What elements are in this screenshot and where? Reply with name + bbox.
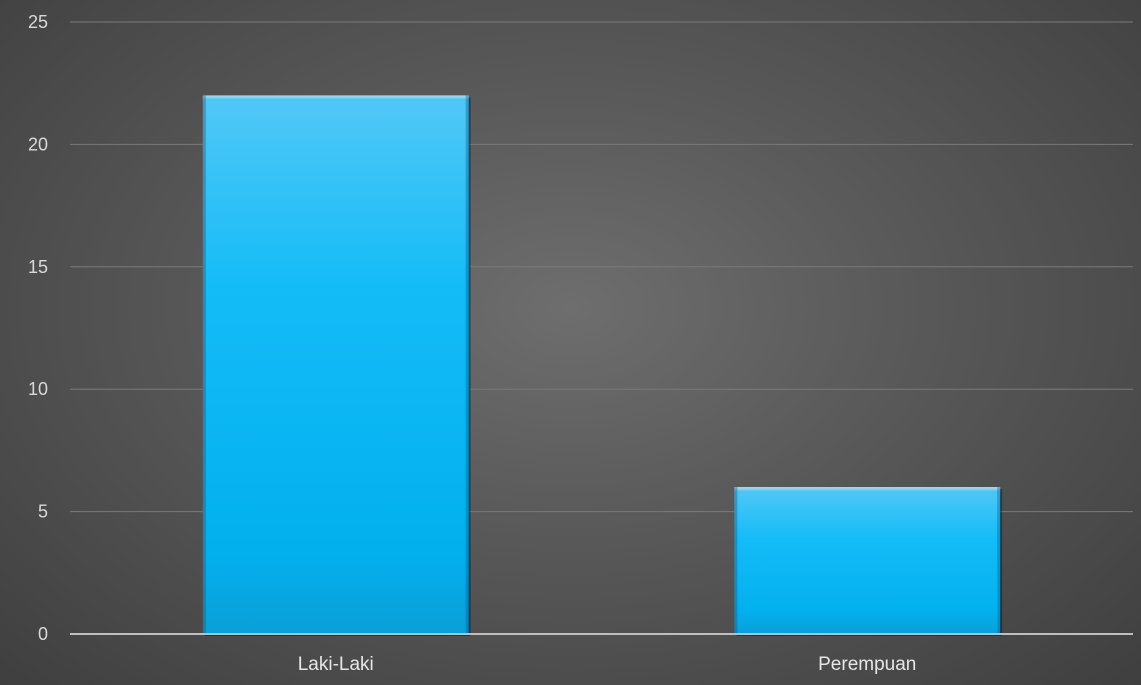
bar (202, 95, 469, 634)
y-axis-ticks: 0 5 10 15 20 25 (28, 12, 48, 644)
bar-bevel (734, 487, 1001, 493)
y-tick-label: 0 (38, 624, 48, 644)
x-tick-label: Perempuan (818, 654, 916, 675)
x-axis-labels: Laki-Laki Perempuan (298, 654, 917, 675)
x-tick-label: Laki-Laki (298, 654, 374, 675)
bar-edge (734, 487, 738, 634)
y-tick-label: 5 (38, 502, 48, 522)
y-tick-label: 20 (28, 134, 48, 154)
bar-edge (202, 95, 206, 634)
bars (202, 95, 1003, 636)
bar-perempuan (734, 487, 1003, 636)
y-tick-label: 15 (28, 257, 48, 277)
bar-edge (997, 487, 1001, 634)
bar-bevel (202, 95, 469, 101)
y-tick-label: 10 (28, 379, 48, 399)
y-tick-label: 25 (28, 12, 48, 32)
bar (734, 487, 1001, 634)
bar-edge (465, 95, 469, 634)
bar-laki-laki (202, 95, 471, 636)
